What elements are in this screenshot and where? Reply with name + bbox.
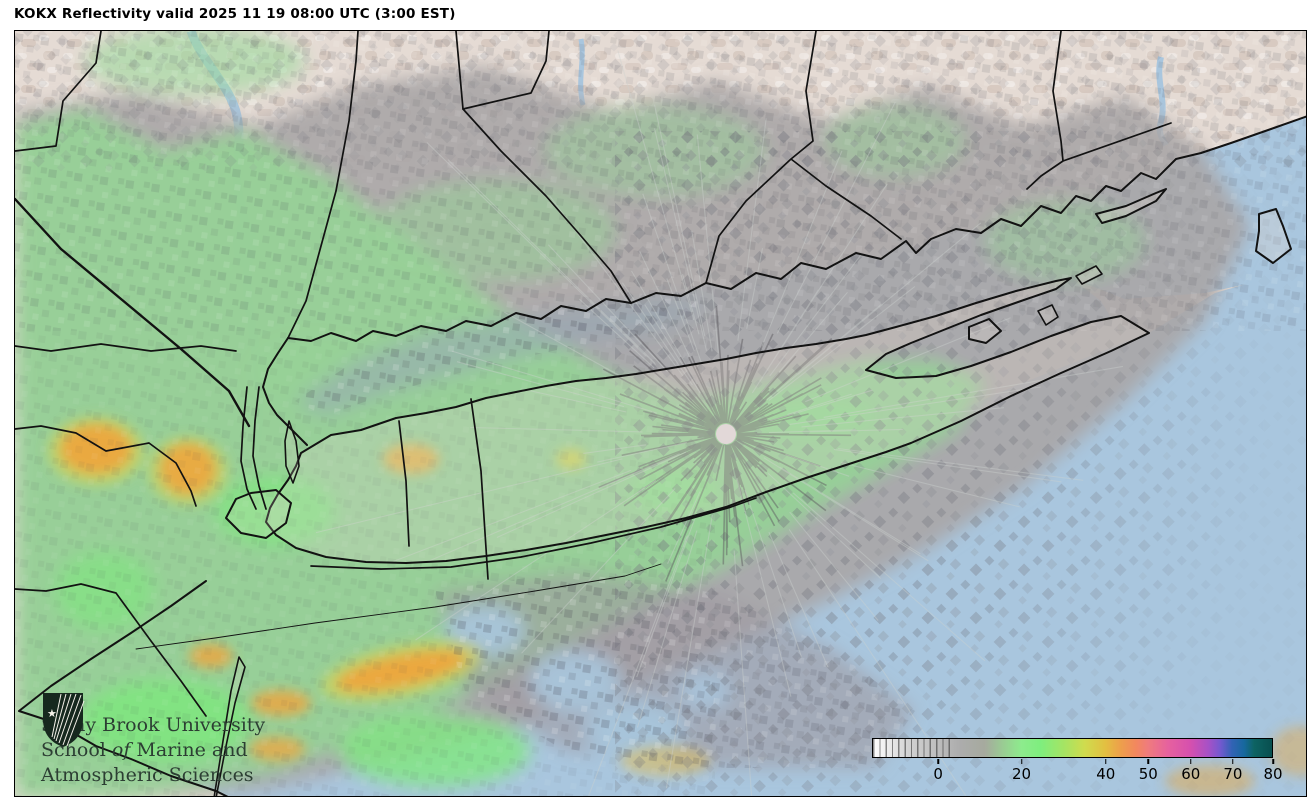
manhattan: [284, 420, 300, 484]
colorbar: 0 20 40 50 60 70 80: [872, 738, 1283, 790]
nj-raritan-coast: [18, 580, 229, 796]
gardiners-island: [1037, 304, 1059, 326]
colorbar-tick: [1190, 759, 1192, 764]
logo-line-3: Atmospheric Sciences: [41, 764, 254, 786]
channel-line: [135, 563, 662, 650]
logo-line-2: School of Marine and: [41, 739, 248, 761]
colorbar-gradient: [872, 738, 1273, 758]
logo-text: Stony Brook University School of Marine …: [41, 713, 265, 788]
radar-map: ★ Stony Brook University School of Marin…: [14, 30, 1307, 797]
radar-map-canvas: [15, 31, 1306, 796]
putnam-line: [15, 31, 102, 152]
colorbar-tick-label: 20: [1012, 765, 1032, 783]
barrier-islands: [310, 497, 757, 570]
plum-island: [1075, 265, 1103, 285]
colorbar-tick: [1147, 759, 1150, 764]
block-island: [1255, 208, 1292, 264]
shelter-island: [968, 318, 1002, 344]
boundary-lines: [15, 31, 1306, 796]
ct-county-line-2: [462, 31, 550, 110]
sandy-hook: [213, 656, 246, 796]
nassau-suffolk-line: [470, 398, 489, 580]
fishers-island: [1095, 188, 1167, 224]
logo-line-1: Stony Brook University: [41, 714, 266, 736]
colorbar-tick: [937, 759, 939, 764]
ny-nj-border: [15, 197, 251, 428]
queens-nassau-line: [398, 420, 410, 547]
rockland-line: [15, 343, 237, 352]
westchester-coast: [262, 337, 308, 446]
hudson-harbor-banks: [240, 386, 267, 510]
connecticut-coast: [287, 115, 1306, 342]
ny-ct-border: [287, 31, 359, 339]
radar-spokes: [315, 50, 1123, 796]
colorbar-tick: [1272, 759, 1274, 764]
ct-county-line-4: [1026, 31, 1172, 190]
nj-county-line-2: [15, 583, 207, 717]
long-island: [265, 277, 1150, 564]
colorbar-tick-label: 50: [1138, 765, 1158, 783]
colorbar-tick: [1020, 759, 1023, 764]
stony-brook-logo: ★ Stony Brook University School of Marin…: [41, 691, 265, 788]
colorbar-tick-label: 60: [1181, 765, 1201, 783]
radar-site-dot: [716, 424, 736, 444]
nj-county-line-1: [15, 425, 197, 507]
colorbar-tick-label: 0: [933, 765, 943, 783]
colorbar-tick-label: 80: [1263, 765, 1283, 783]
colorbar-striped-section: [873, 739, 953, 757]
colorbar-tick-label: 40: [1096, 765, 1116, 783]
colorbar-tick: [1232, 759, 1234, 764]
page-title: KOKX Reflectivity valid 2025 11 19 08:00…: [14, 6, 456, 22]
coastlines: [213, 188, 1292, 796]
stony-brook-shield-icon: ★: [43, 693, 85, 747]
ct-county-line-3: [705, 31, 902, 284]
colorbar-tick: [1105, 759, 1107, 764]
svg-text:★: ★: [47, 707, 57, 720]
staten-island: [225, 489, 292, 539]
colorbar-tick-label: 70: [1223, 765, 1243, 783]
